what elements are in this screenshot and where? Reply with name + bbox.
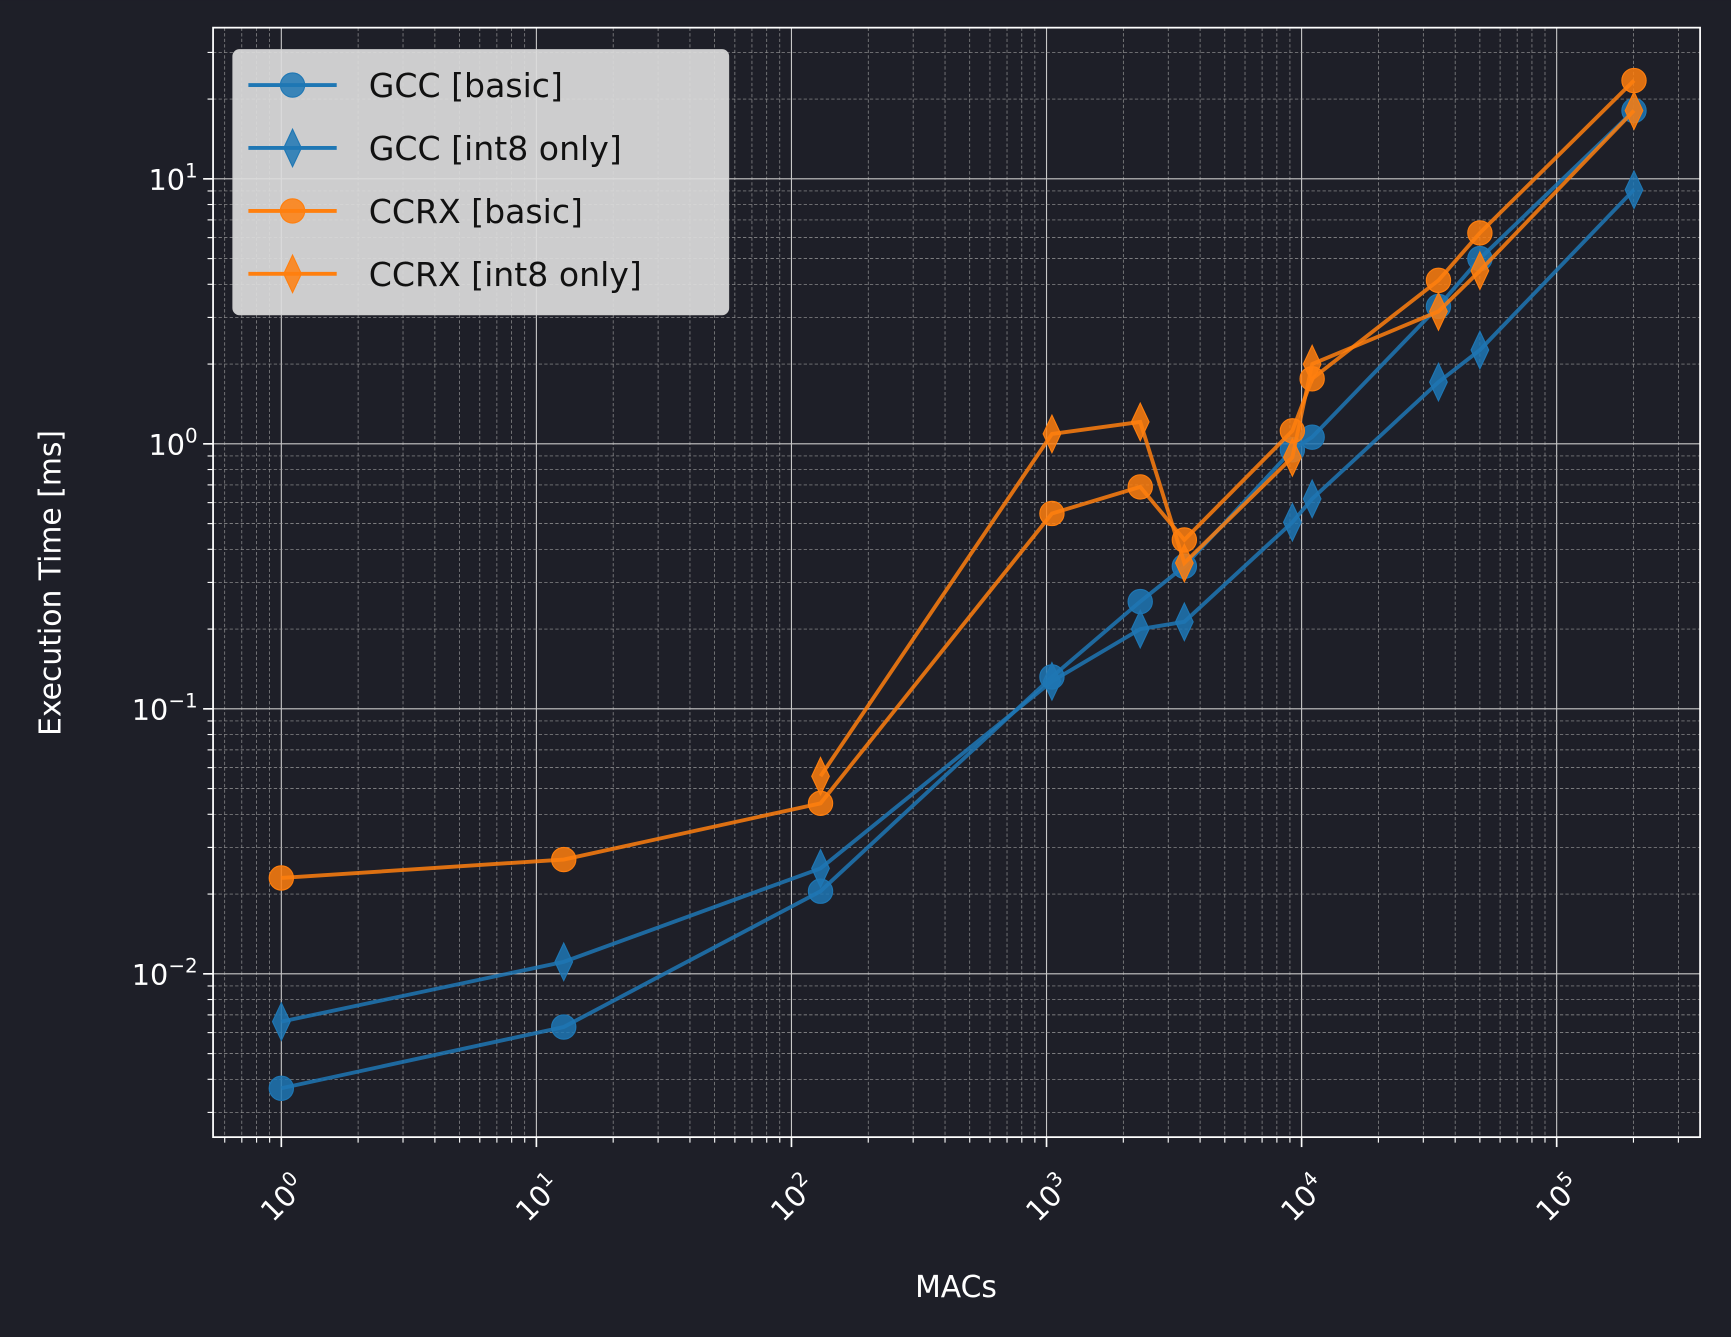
circle-marker <box>268 865 295 891</box>
diamond-marker <box>811 848 830 889</box>
y-tick-label: 101 <box>148 160 197 197</box>
legend-label: GCC [basic] <box>369 66 563 105</box>
diamond-marker <box>1174 601 1194 642</box>
y-tick-label: 100 <box>148 425 197 462</box>
circle-marker <box>1425 267 1452 294</box>
series-gcc-int8-only <box>271 169 1644 1042</box>
legend-box <box>232 49 730 316</box>
diamond-marker <box>1470 250 1490 291</box>
diamond-marker <box>1624 169 1644 210</box>
diamond-marker <box>1470 329 1490 371</box>
legend-label: GCC [int8 only] <box>369 129 622 168</box>
series-ccrx-basic <box>268 67 1647 891</box>
y-tick-label: 10−1 <box>132 690 198 727</box>
legend-label: CCRX [basic] <box>369 192 583 231</box>
circle-marker <box>268 1075 295 1101</box>
legend-item: CCRX [basic] <box>248 192 583 231</box>
y-axis-label: Execution Time [ms] <box>34 430 69 736</box>
diamond-marker <box>271 1001 291 1042</box>
circle-marker <box>1127 474 1153 500</box>
diamond-marker <box>1282 502 1302 543</box>
diamond-marker <box>1174 542 1194 584</box>
circle-marker-icon <box>279 72 306 98</box>
diamond-marker <box>1130 401 1150 442</box>
diamond-marker <box>1042 413 1062 454</box>
diamond-marker <box>554 941 574 982</box>
diamond-marker <box>1624 90 1644 131</box>
diamond-marker-icon <box>283 253 302 294</box>
y-tick-label: 10−2 <box>132 955 198 992</box>
diamond-marker <box>1302 478 1322 519</box>
diamond-marker-icon <box>283 127 302 169</box>
diamond-marker <box>1302 344 1322 385</box>
legend: GCC [basic] GCC [int8 only] CCRX [basic] CC… <box>232 49 730 316</box>
legend-label: CCRX [int8 only] <box>369 255 642 294</box>
diamond-marker <box>1130 609 1150 650</box>
circle-marker <box>1039 500 1065 527</box>
circle-marker <box>1467 220 1493 246</box>
series-ccrx-int8-only <box>811 90 1644 797</box>
circle-marker-icon <box>279 198 306 224</box>
series-group <box>268 67 1647 1101</box>
diamond-marker <box>811 756 830 797</box>
circle-marker <box>551 1014 577 1040</box>
diamond-marker <box>1429 291 1448 332</box>
circle-marker <box>1621 67 1647 94</box>
legend-item: GCC [int8 only] <box>248 127 622 169</box>
diamond-marker <box>1282 437 1302 478</box>
diamond-marker <box>1042 661 1062 702</box>
circle-marker <box>551 846 577 873</box>
legend-item: CCRX [int8 only] <box>248 253 642 294</box>
legend-item: GCC [basic] <box>248 66 563 105</box>
diamond-marker <box>1429 362 1448 403</box>
x-axis-label: MACs <box>915 1270 997 1305</box>
